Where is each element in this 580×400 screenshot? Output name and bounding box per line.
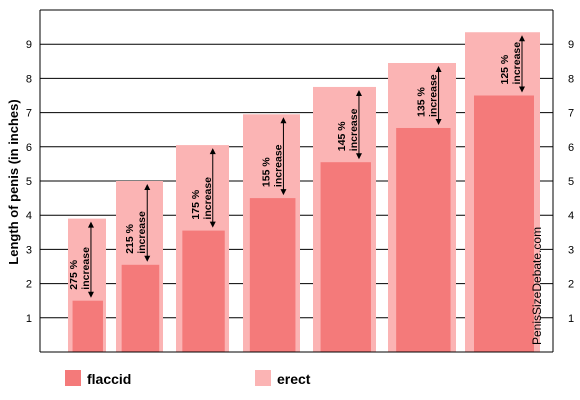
increase-percent-label: 135 %	[416, 87, 428, 117]
bar-flaccid	[72, 300, 103, 352]
bars	[68, 32, 540, 353]
y-tick-label-left: 5	[26, 176, 32, 188]
increase-arrow-head-down	[435, 118, 442, 125]
bar-flaccid	[320, 162, 371, 352]
bar-flaccid	[474, 95, 534, 352]
increase-arrow-head-down	[87, 291, 94, 298]
increase-arrow-head-up	[87, 221, 94, 228]
increase-percent-label: 275 %	[68, 259, 80, 289]
y-tick-label-right: 4	[568, 210, 574, 222]
y-tick-label-right: 8	[568, 73, 574, 85]
legend-swatch-flaccid	[65, 370, 81, 386]
y-tick-label-left: 9	[26, 39, 32, 51]
increase-arrow-head-up	[519, 35, 525, 42]
increase-word-label: increase	[272, 144, 284, 187]
y-tick-label-right: 6	[568, 142, 574, 154]
increase-percent-label: 125 %	[499, 54, 511, 84]
increase-percent-label: 215 %	[124, 223, 136, 253]
y-tick-label-right: 7	[568, 108, 574, 120]
increase-word-label: increase	[428, 74, 440, 117]
y-tick-label-left: 2	[26, 279, 32, 291]
watermark: PenisSizeDebate.com	[530, 227, 544, 345]
increase-arrow-head-down	[209, 221, 216, 228]
increase-arrow-head-up	[209, 148, 216, 155]
legend: flaccid erect	[65, 370, 311, 387]
y-tick-label-left: 3	[26, 244, 32, 256]
y-tick-label-right: 2	[568, 279, 574, 291]
increase-percent-label: 175 %	[190, 189, 202, 219]
increase-arrow-head-down	[280, 189, 287, 196]
y-tick-label-left: 8	[26, 73, 32, 85]
bar-flaccid	[121, 264, 160, 352]
y-axis-left-ticks: 1 2 3 4 5 6 7 8 9	[26, 39, 32, 325]
increase-percent-label: 145 %	[336, 121, 348, 151]
legend-label-erect: erect	[277, 371, 311, 387]
y-tick-label-left: 1	[26, 313, 32, 325]
increase-arrow-head-up	[355, 89, 362, 96]
y-tick-label-left: 6	[26, 142, 32, 154]
bar-flaccid	[396, 127, 451, 353]
y-tick-label-right: 5	[568, 176, 574, 188]
increase-word-label: increase	[511, 42, 523, 85]
increase-arrow-head-down	[355, 153, 362, 160]
increase-word-label: increase	[202, 177, 214, 220]
legend-swatch-erect	[255, 370, 271, 386]
y-tick-label-right: 3	[568, 244, 574, 256]
y-tick-label-left: 7	[26, 108, 32, 120]
increase-word-label: increase	[80, 247, 92, 290]
increase-arrow-head-up	[435, 66, 442, 73]
y-axis-title: Length of penis (in inches)	[6, 99, 21, 264]
increase-arrow-head-down	[519, 86, 525, 93]
y-tick-label-right: 1	[568, 313, 574, 325]
increase-arrow-head-down	[144, 255, 151, 262]
increase-word-label: increase	[348, 108, 360, 151]
y-axis-right-ticks: 1 2 3 4 5 6 7 8 9	[568, 39, 574, 325]
bar-flaccid	[182, 230, 225, 352]
y-tick-label-right: 9	[568, 39, 574, 51]
increase-arrow-head-up	[280, 117, 287, 124]
increase-percent-label: 155 %	[260, 157, 272, 187]
bar-flaccid	[249, 198, 296, 352]
y-tick-label-left: 4	[26, 210, 32, 222]
legend-label-flaccid: flaccid	[87, 371, 131, 387]
increase-arrow-head-up	[144, 184, 151, 190]
increase-word-label: increase	[136, 211, 148, 254]
